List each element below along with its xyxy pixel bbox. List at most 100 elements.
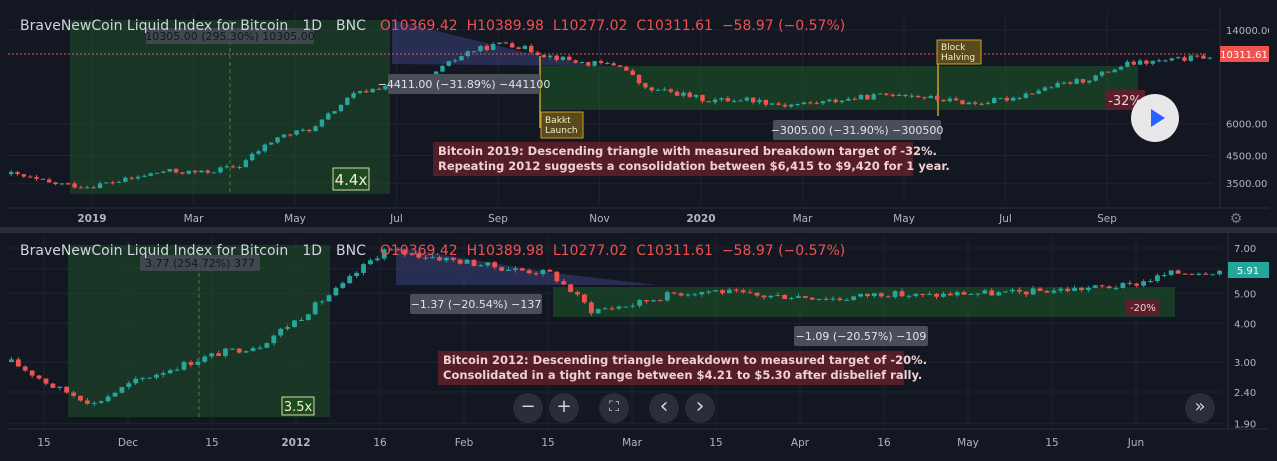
candle-body <box>884 93 889 95</box>
zoom-in-button[interactable]: + <box>549 393 579 423</box>
candle-body <box>782 294 788 299</box>
candle-body <box>262 144 268 152</box>
chart-panel-2012[interactable]: 7.006.005.004.003.002.401.90 15Dec152012… <box>8 233 1269 453</box>
candle-body <box>256 151 261 154</box>
candle-body <box>775 294 781 296</box>
chart-panel-2019[interactable]: 14000.00 6000.00 4500.00 3500.00 2019 Mar May… <box>8 8 1274 227</box>
candle-body <box>782 104 788 107</box>
candle-body <box>268 142 274 145</box>
candle-body <box>776 103 781 105</box>
candle-body <box>947 98 953 102</box>
candle-body <box>972 102 978 104</box>
candle-body <box>1125 61 1130 67</box>
candle-body <box>499 267 505 271</box>
interval: 1D <box>302 18 322 34</box>
candle-body <box>205 170 210 173</box>
candle-body <box>761 295 767 298</box>
candle-body <box>816 298 822 300</box>
settings-gear-icon[interactable]: ⚙ <box>1230 211 1243 227</box>
change: −58.97 (−0.57%) <box>721 243 846 259</box>
candle-body <box>294 130 299 135</box>
y-tick-label: 6000.00 <box>1226 120 1267 131</box>
candle-body <box>547 269 553 272</box>
y-tick-label: 4.00 <box>1234 319 1256 330</box>
candle-body <box>285 327 291 329</box>
candle-body <box>535 52 540 56</box>
candle-body <box>1093 75 1098 81</box>
candle-body <box>278 328 284 336</box>
candle-body <box>59 183 65 185</box>
measure-a-label: −4411.00 (−31.89%) −441100 <box>378 78 551 91</box>
candle-body <box>84 400 90 404</box>
consolidation-box <box>553 287 1175 317</box>
candle-body <box>754 292 760 296</box>
candle-body <box>161 171 166 173</box>
candle-body <box>243 351 249 353</box>
candle-body <box>300 129 306 131</box>
candle-body <box>27 176 33 178</box>
fullscreen-button[interactable]: ⛶ <box>599 393 629 423</box>
candle-body <box>216 353 221 356</box>
x-tick-label: 2012 <box>281 437 310 449</box>
x-tick-label: Sep <box>488 213 508 225</box>
candle-body <box>188 362 194 365</box>
candle-body <box>998 97 1003 99</box>
candle-body <box>1003 291 1008 293</box>
scroll-to-end-button[interactable]: » <box>1185 393 1215 423</box>
candle-body <box>1175 270 1181 274</box>
candle-body <box>586 62 591 66</box>
play-button[interactable] <box>1131 94 1179 142</box>
y-tick-label: 3.00 <box>1234 358 1256 369</box>
candles-2012 <box>9 247 1222 407</box>
candle-body <box>719 98 724 100</box>
candle-body <box>72 183 77 188</box>
chart-2012-svg[interactable]: 7.006.005.004.003.002.401.90 15Dec152012… <box>8 233 1269 453</box>
measure-b-bg <box>794 326 928 346</box>
x-tick-label: 2020 <box>686 213 715 225</box>
x-tick-label: Feb <box>455 437 474 449</box>
candle-body <box>920 293 926 295</box>
candle-body <box>1203 273 1209 275</box>
candle-body <box>416 253 422 258</box>
zoom-out-button[interactable]: − <box>513 393 543 423</box>
y-tick-label: 7.00 <box>1234 244 1256 255</box>
candle-body <box>319 301 325 303</box>
candle-body <box>991 98 997 103</box>
candle-body <box>979 103 984 105</box>
candle-body <box>720 290 725 294</box>
candle-body <box>687 92 692 97</box>
note-line1: Bitcoin 2012: Descending triangle breakd… <box>443 353 927 367</box>
scroll-left-button[interactable]: ‹ <box>649 393 679 423</box>
candle-body <box>1074 79 1079 84</box>
high: H10389.98 <box>466 243 544 259</box>
candle-body <box>1092 285 1098 288</box>
candle-body <box>1016 289 1022 292</box>
candle-body <box>1010 289 1015 292</box>
candle-body <box>1072 287 1077 291</box>
candle-body <box>22 366 28 371</box>
candle-body <box>681 92 686 96</box>
measure-b-bg <box>773 120 941 140</box>
candle-body <box>354 272 360 277</box>
candle-body <box>97 183 103 188</box>
chart-2019-svg[interactable]: 14000.00 6000.00 4500.00 3500.00 2019 Mar May… <box>8 8 1274 227</box>
candle-body <box>928 95 933 98</box>
candle-body <box>1188 55 1194 61</box>
scroll-right-button[interactable]: › <box>685 393 715 423</box>
x-tick-label: Mar <box>184 213 204 225</box>
candle-body <box>567 56 572 61</box>
candle-body <box>64 386 70 393</box>
candle-body <box>1156 60 1162 62</box>
ruler-label-bg <box>146 28 314 44</box>
candle-body <box>1099 71 1105 76</box>
candle-body <box>1065 288 1071 291</box>
candle-body <box>693 94 699 97</box>
bakkt-label-bg <box>540 111 584 139</box>
candle-body <box>129 177 134 179</box>
candle-body <box>492 262 498 268</box>
measure-a-bg <box>410 294 542 314</box>
candle-body <box>1194 55 1200 57</box>
candle-body <box>332 111 337 114</box>
candle-body <box>298 319 304 321</box>
candle-body <box>996 292 1002 296</box>
